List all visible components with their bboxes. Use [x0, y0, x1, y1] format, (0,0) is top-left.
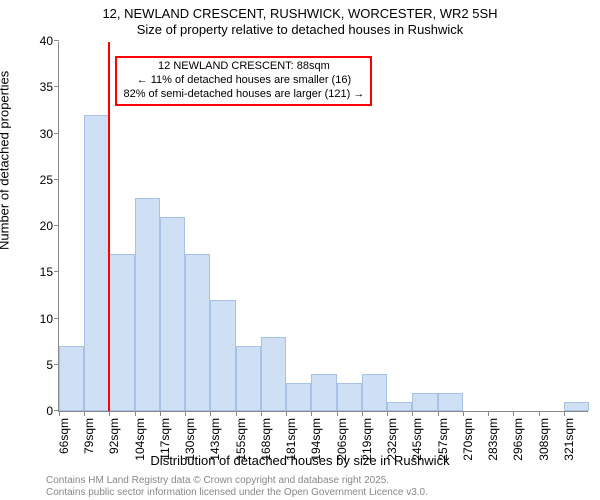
histogram-bar [135, 198, 160, 411]
chart-title-line1: 12, NEWLAND CRESCENT, RUSHWICK, WORCESTE… [0, 6, 600, 21]
histogram-bar [84, 115, 109, 411]
x-tick-mark [84, 411, 85, 416]
x-tick-label: 92sqm [105, 418, 121, 454]
x-tick-label: 66sqm [55, 418, 71, 454]
x-tick-mark [539, 411, 540, 416]
x-tick-label: 79sqm [80, 418, 96, 454]
y-tick-label: 0 [46, 404, 59, 418]
x-tick-mark [236, 411, 237, 416]
y-tick-mark [54, 271, 59, 272]
x-tick-mark [488, 411, 489, 416]
callout-line-3: 82% of semi-detached houses are larger (… [123, 88, 364, 102]
histogram-bar [210, 300, 235, 411]
x-tick-mark [463, 411, 464, 416]
histogram-bar [286, 383, 311, 411]
x-tick-mark [513, 411, 514, 416]
chart-container: 12, NEWLAND CRESCENT, RUSHWICK, WORCESTE… [0, 0, 600, 500]
footer-attribution-1: Contains HM Land Registry data © Crown c… [46, 475, 389, 486]
x-tick-mark [412, 411, 413, 416]
y-tick-label: 35 [40, 80, 59, 94]
callout-line-1: 12 NEWLAND CRESCENT: 88sqm [123, 60, 364, 74]
marker-line [108, 42, 110, 411]
x-axis-label: Distribution of detached houses by size … [0, 453, 600, 468]
histogram-bar [109, 254, 134, 411]
histogram-bar [337, 383, 362, 411]
callout-line-2: ← 11% of detached houses are smaller (16… [123, 74, 364, 88]
histogram-bar [185, 254, 210, 411]
y-tick-label: 5 [46, 358, 59, 372]
histogram-bar [160, 217, 185, 411]
x-tick-mark [210, 411, 211, 416]
x-tick-mark [261, 411, 262, 416]
y-tick-mark [54, 318, 59, 319]
x-tick-mark [286, 411, 287, 416]
histogram-bar [387, 402, 412, 411]
x-tick-mark [438, 411, 439, 416]
y-tick-mark [54, 225, 59, 226]
y-tick-mark [54, 179, 59, 180]
plot-area: 051015202530354066sqm79sqm92sqm104sqm117… [58, 42, 588, 412]
x-tick-mark [109, 411, 110, 416]
callout-box: 12 NEWLAND CRESCENT: 88sqm← 11% of detac… [115, 56, 372, 106]
histogram-bar [362, 374, 387, 411]
y-tick-label: 25 [40, 173, 59, 187]
y-tick-label: 15 [40, 265, 59, 279]
histogram-bar [261, 337, 286, 411]
x-tick-mark [387, 411, 388, 416]
footer-attribution-2: Contains public sector information licen… [46, 487, 428, 498]
y-axis-label: Number of detached properties [0, 71, 12, 250]
y-tick-mark [54, 86, 59, 87]
x-tick-mark [185, 411, 186, 416]
histogram-bar [412, 393, 437, 412]
x-tick-mark [362, 411, 363, 416]
histogram-bar [564, 402, 589, 411]
y-tick-label: 30 [40, 127, 59, 141]
chart-title-line2: Size of property relative to detached ho… [0, 22, 600, 37]
y-tick-label: 10 [40, 312, 59, 326]
histogram-bar [438, 393, 463, 412]
x-tick-mark [564, 411, 565, 416]
x-tick-mark [311, 411, 312, 416]
x-tick-mark [337, 411, 338, 416]
histogram-bar [59, 346, 84, 411]
y-tick-mark [54, 133, 59, 134]
x-tick-mark [135, 411, 136, 416]
y-tick-label: 20 [40, 219, 59, 233]
y-tick-mark [54, 40, 59, 41]
x-tick-mark [59, 411, 60, 416]
histogram-bar [236, 346, 261, 411]
x-tick-mark [160, 411, 161, 416]
histogram-bar [311, 374, 336, 411]
y-tick-label: 40 [40, 34, 59, 48]
